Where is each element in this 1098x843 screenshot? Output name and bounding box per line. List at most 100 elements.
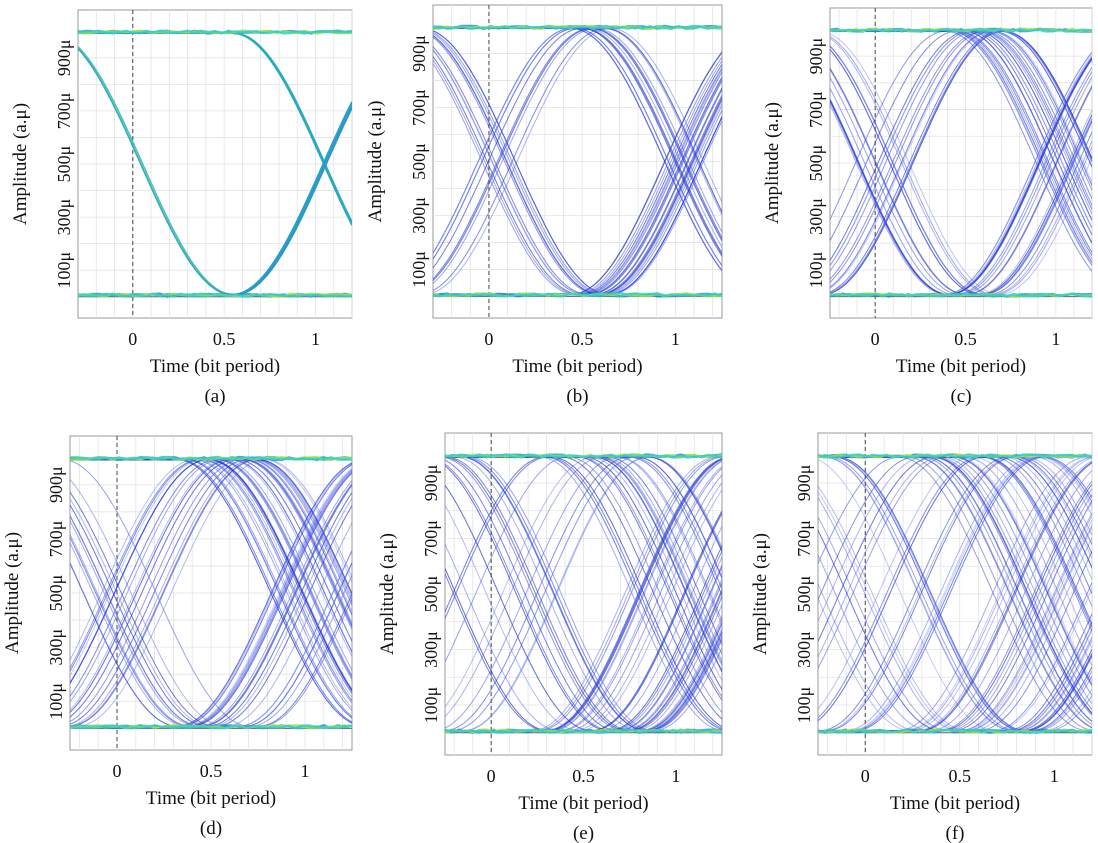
y-tick-label: 700μ <box>421 520 441 557</box>
x-tick-label: 1 <box>1051 329 1060 349</box>
eye-trace <box>70 459 352 703</box>
y-tick-label: 700μ <box>806 91 826 128</box>
eye-trace <box>818 486 1092 732</box>
eye-trace <box>445 456 722 729</box>
eye-traces <box>70 455 352 730</box>
x-axis-label: Time (bit period) <box>518 793 648 814</box>
y-tick-label: 900μ <box>54 39 74 76</box>
y-axis-label: Amplitude (a.μ) <box>2 532 23 654</box>
x-tick-label: 0 <box>871 329 880 349</box>
eye-trace <box>445 456 722 732</box>
eye-trace <box>445 456 722 717</box>
eye-trace <box>818 456 1092 719</box>
y-tick-label: 700μ <box>54 93 74 130</box>
panel-caption: (e) <box>573 823 594 843</box>
eye-trace <box>830 37 1092 296</box>
eye-trace <box>818 456 1092 732</box>
high-level-rail <box>70 456 352 462</box>
eye-trace <box>445 463 722 732</box>
eye-trace <box>830 30 1092 272</box>
eye-trace <box>830 55 1092 296</box>
eye-trace <box>433 28 722 284</box>
eye-trace <box>818 456 1092 732</box>
eye-trace <box>445 456 722 730</box>
eye-panel-a: 100μ 300μ 500μ 700μ 900μ 0 0.5 1 Time (bit perio… <box>10 9 353 407</box>
x-tick-label: 0.5 <box>954 329 977 349</box>
high-level-rail <box>818 453 1092 459</box>
x-tick-label: 1 <box>671 766 680 786</box>
low-level-rail <box>445 728 722 734</box>
eye-trace <box>70 459 352 718</box>
eye-trace <box>433 27 722 292</box>
eye-trace <box>445 465 722 732</box>
eye-trace <box>445 456 722 732</box>
eye-trace <box>433 27 722 294</box>
eye-trace <box>445 466 722 732</box>
eye-trace <box>830 45 1092 296</box>
eye-trace <box>818 456 1092 732</box>
eye-trace <box>818 456 1092 732</box>
eye-trace <box>830 30 1092 294</box>
eye-trace <box>818 491 1092 732</box>
eye-trace <box>445 456 722 732</box>
high-level-rail <box>445 453 722 459</box>
y-tick-label: 500μ <box>54 146 74 183</box>
x-tick-label: 1 <box>1050 766 1059 786</box>
panel-caption: (d) <box>200 818 222 839</box>
high-level-rail <box>78 29 352 35</box>
eye-trace <box>70 471 352 727</box>
eye-traces <box>445 453 722 734</box>
eye-trace <box>70 459 352 727</box>
eye-trace <box>433 36 722 295</box>
eye-trace <box>445 456 722 732</box>
eye-trace <box>818 456 1092 732</box>
y-tick-label: 700μ <box>409 89 429 126</box>
eye-trace <box>433 27 722 280</box>
eye-traces <box>78 29 352 298</box>
eye-trace <box>70 459 352 711</box>
eye-trace <box>830 33 1092 296</box>
eye-trace <box>830 30 1092 288</box>
eye-trace <box>70 462 352 727</box>
eye-trace <box>818 456 1092 722</box>
eye-trace <box>433 46 722 295</box>
eye-trace <box>818 483 1092 731</box>
y-tick-label: 500μ <box>421 576 441 613</box>
x-tick-label: 0 <box>861 766 870 786</box>
eye-trace <box>818 456 1092 705</box>
y-tick-label: 900μ <box>46 466 66 503</box>
eye-trace <box>830 30 1092 289</box>
y-tick-label: 900μ <box>409 35 429 72</box>
x-tick-label: 0 <box>484 329 493 349</box>
y-axis-label: Amplitude (a.μ) <box>377 533 398 655</box>
eye-trace <box>818 456 1092 732</box>
eye-trace <box>70 459 352 725</box>
eye-traces <box>818 453 1092 734</box>
y-tick-label: 100μ <box>409 251 429 288</box>
x-tick-label: 1 <box>301 761 310 781</box>
eye-trace <box>70 468 352 727</box>
y-tick-label: 300μ <box>409 197 429 234</box>
eye-trace <box>818 460 1092 731</box>
x-tick-label: 1 <box>311 329 320 349</box>
eye-trace <box>445 456 722 731</box>
y-tick-label: 100μ <box>46 683 66 720</box>
y-tick-label: 100μ <box>421 687 441 724</box>
eye-trace <box>70 459 352 709</box>
eye-trace <box>818 456 1092 732</box>
high-level-rail <box>830 27 1092 33</box>
eye-trace <box>433 31 722 295</box>
x-tick-label: 0.5 <box>571 329 594 349</box>
eye-trace <box>818 456 1092 729</box>
eye-trace <box>818 456 1092 732</box>
eye-trace <box>445 456 722 731</box>
x-tick-label: 1 <box>671 329 680 349</box>
low-level-rail <box>830 292 1092 298</box>
x-tick-label: 0.5 <box>200 761 223 781</box>
y-axis-label: Amplitude (a.μ) <box>750 533 771 655</box>
eye-traces <box>433 24 722 298</box>
y-tick-label: 100μ <box>54 252 74 289</box>
x-tick-label: 0.5 <box>572 766 595 786</box>
eye-panel-b: 100μ 300μ 500μ 700μ 900μ 0 0.5 1 Time (bit perio… <box>365 4 723 407</box>
panel-caption: (a) <box>204 386 225 407</box>
